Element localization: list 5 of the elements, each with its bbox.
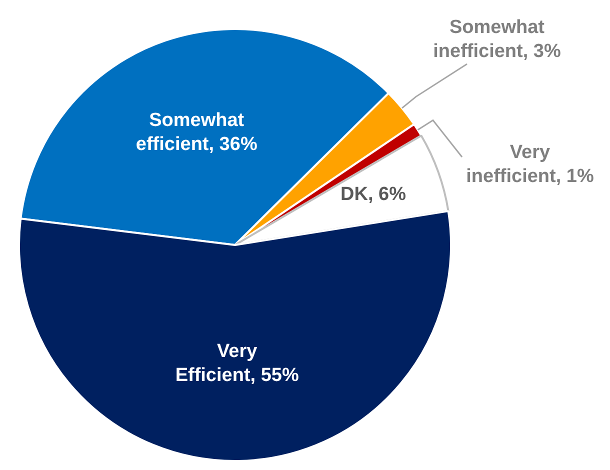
- slice-label: Very inefficient, 1%: [465, 141, 595, 189]
- slice-label: DK, 6%: [340, 183, 407, 208]
- slice-label: Somewhat efficient, 36%: [134, 108, 258, 157]
- slice-label: Very Efficient, 55%: [174, 340, 300, 388]
- slice-label: Somewhat inefficient, 3%: [432, 16, 562, 64]
